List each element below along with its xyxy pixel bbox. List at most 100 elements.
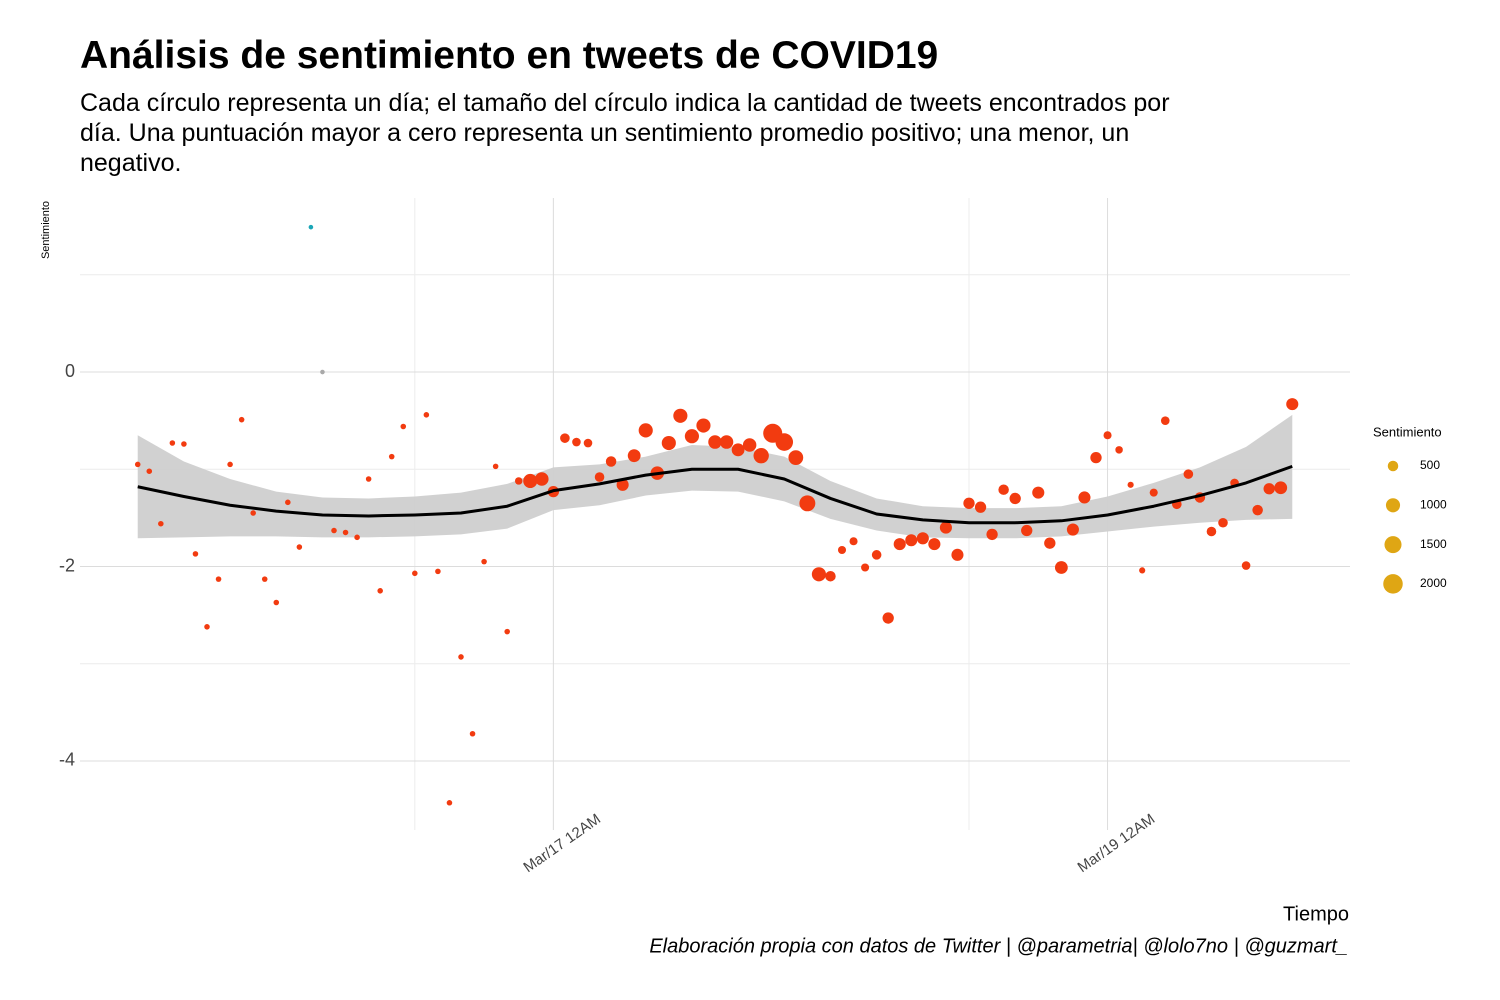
legend-key [1384,536,1402,554]
x-axis-label: Tiempo [1283,903,1349,925]
point [1139,567,1146,574]
point [1127,481,1134,488]
legend-key [1385,498,1401,513]
point [469,730,476,737]
legend-label: 500 [1420,458,1440,472]
confidence-band [137,414,1293,539]
point [400,423,407,430]
caption: Elaboración propia con datos de Twitter … [649,935,1348,957]
point [1103,431,1112,440]
point [998,484,1009,495]
legend-label: 1500 [1420,537,1447,551]
point [1090,451,1102,464]
point [799,495,816,512]
point [134,461,141,468]
point [504,628,510,635]
point [1241,561,1251,570]
point [963,497,975,509]
point [261,576,268,582]
point [673,408,688,423]
y-tick-label: -4 [59,750,75,770]
point [696,418,711,433]
point [837,545,847,555]
point [811,567,826,582]
chart-title: Análisis de sentimiento en tweets de COV… [80,34,939,77]
point [871,550,882,560]
point [320,369,325,375]
point [1066,523,1079,536]
legend-label: 2000 [1420,576,1447,590]
point [308,224,314,230]
point [285,499,291,506]
point [849,537,858,546]
y-axis-label: Sentimiento [40,201,52,259]
point [215,576,222,582]
point [446,800,453,806]
point [583,438,593,448]
point [708,435,722,449]
point [296,544,303,550]
point [594,472,605,482]
point [661,435,676,451]
point [365,476,372,482]
point [1115,446,1123,454]
point [146,468,153,474]
y-tick-label: -2 [59,555,75,575]
point [1044,537,1056,549]
legend-key [1383,574,1403,594]
point [939,521,952,534]
point [986,528,998,541]
x-tick-label: Mar/17 12AM [520,811,604,877]
point [204,624,210,630]
point [1206,526,1217,537]
point [1078,491,1091,504]
point [535,472,549,486]
point [893,538,906,551]
point [928,538,941,551]
point [560,433,570,443]
point [458,654,464,660]
point [1263,483,1275,495]
point [627,449,641,463]
point [435,568,441,575]
point [238,416,245,423]
legend-label: 1000 [1420,497,1447,511]
point [377,588,383,594]
point [605,456,617,467]
point [388,453,395,460]
point [1252,504,1263,516]
point [753,447,769,464]
point [331,527,337,534]
point [572,437,581,447]
point [905,534,918,547]
point [638,423,653,438]
point [158,520,164,527]
point [1032,486,1045,499]
x-tick-label: Mar/19 12AM [1075,811,1159,877]
point [273,599,280,606]
point [169,440,176,446]
point [1009,492,1021,505]
point [616,478,629,491]
point [742,438,757,452]
point [192,551,199,557]
point [1218,517,1228,528]
point [250,510,256,516]
point [825,570,836,582]
point [1183,469,1194,479]
legend-key [1387,460,1399,472]
point [1286,398,1299,411]
point [788,450,804,465]
point [227,461,233,468]
point [523,473,538,489]
legend-title: Sentimiento [1373,424,1442,439]
point [1021,524,1033,537]
point [1160,416,1170,425]
point [492,463,499,470]
smooth-line [137,464,1293,525]
point [775,433,794,451]
point [514,477,523,485]
point [412,570,418,577]
point [1054,561,1068,574]
